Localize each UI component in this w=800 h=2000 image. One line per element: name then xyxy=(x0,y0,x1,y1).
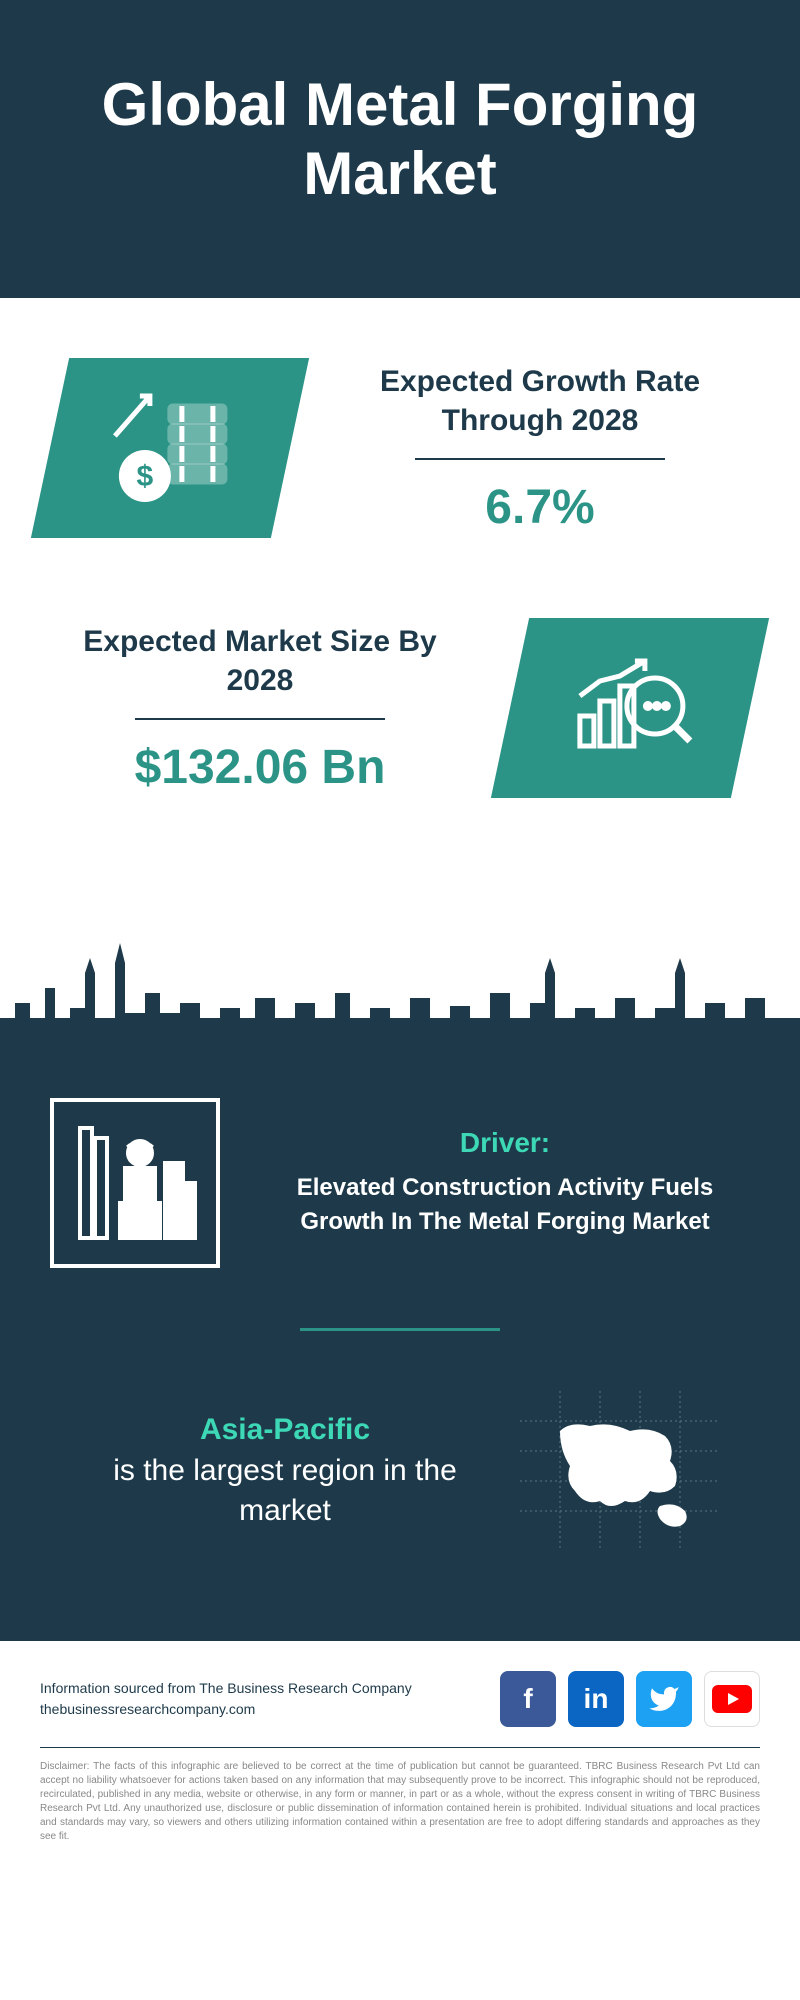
market-size-row: Expected Market Size By 2028 $132.06 Bn xyxy=(50,618,750,798)
growth-rate-text: Expected Growth Rate Through 2028 6.7% xyxy=(330,362,750,535)
region-name: Asia-Pacific xyxy=(200,1413,370,1446)
growth-icon-box: $ xyxy=(31,358,309,538)
city-skyline-icon xyxy=(0,918,800,1058)
driver-text-block: Driver: Elevated Construction Activity F… xyxy=(260,1127,750,1238)
growth-rate-label: Expected Growth Rate Through 2028 xyxy=(330,362,750,440)
driver-label: Driver: xyxy=(260,1127,750,1159)
world-map-icon xyxy=(520,1391,720,1551)
source-attribution: Information sourced from The Business Re… xyxy=(40,1678,412,1720)
social-icons-row: f in xyxy=(500,1671,760,1727)
growth-rate-value: 6.7% xyxy=(330,480,750,535)
divider xyxy=(415,458,665,460)
svg-text:$: $ xyxy=(137,460,154,493)
youtube-icon[interactable] xyxy=(704,1671,760,1727)
driver-region-section: Driver: Elevated Construction Activity F… xyxy=(0,1058,800,1641)
market-size-text: Expected Market Size By 2028 $132.06 Bn xyxy=(50,622,470,795)
chart-analysis-icon xyxy=(560,646,700,771)
header-banner: Global Metal Forging Market xyxy=(0,0,800,298)
driver-description: Elevated Construction Activity Fuels Gro… xyxy=(260,1171,750,1238)
disclaimer-text: Disclaimer: The facts of this infographi… xyxy=(40,1760,760,1844)
stats-section: $ Expected Growth Rate Through 2028 6.7%… xyxy=(0,298,800,918)
market-icon-box xyxy=(491,618,769,798)
page-title: Global Metal Forging Market xyxy=(40,70,760,208)
section-divider xyxy=(300,1328,500,1331)
market-size-value: $132.06 Bn xyxy=(50,740,470,795)
twitter-icon[interactable] xyxy=(636,1671,692,1727)
growth-rate-row: $ Expected Growth Rate Through 2028 6.7% xyxy=(50,358,750,538)
linkedin-icon[interactable]: in xyxy=(568,1671,624,1727)
source-line2: thebusinessresearchcompany.com xyxy=(40,1699,412,1720)
region-row: Asia-Pacific is the largest region in th… xyxy=(50,1391,750,1551)
money-growth-icon: $ xyxy=(100,386,240,511)
market-size-label: Expected Market Size By 2028 xyxy=(50,622,470,700)
facebook-icon[interactable]: f xyxy=(500,1671,556,1727)
footer: Information sourced from The Business Re… xyxy=(0,1641,800,1864)
divider xyxy=(135,718,385,720)
region-text-block: Asia-Pacific is the largest region in th… xyxy=(80,1410,490,1532)
region-description: is the largest region in the market xyxy=(113,1454,457,1528)
driver-row: Driver: Elevated Construction Activity F… xyxy=(50,1098,750,1268)
footer-top-row: Information sourced from The Business Re… xyxy=(40,1671,760,1748)
source-line1: Information sourced from The Business Re… xyxy=(40,1678,412,1699)
construction-worker-icon xyxy=(50,1098,220,1268)
